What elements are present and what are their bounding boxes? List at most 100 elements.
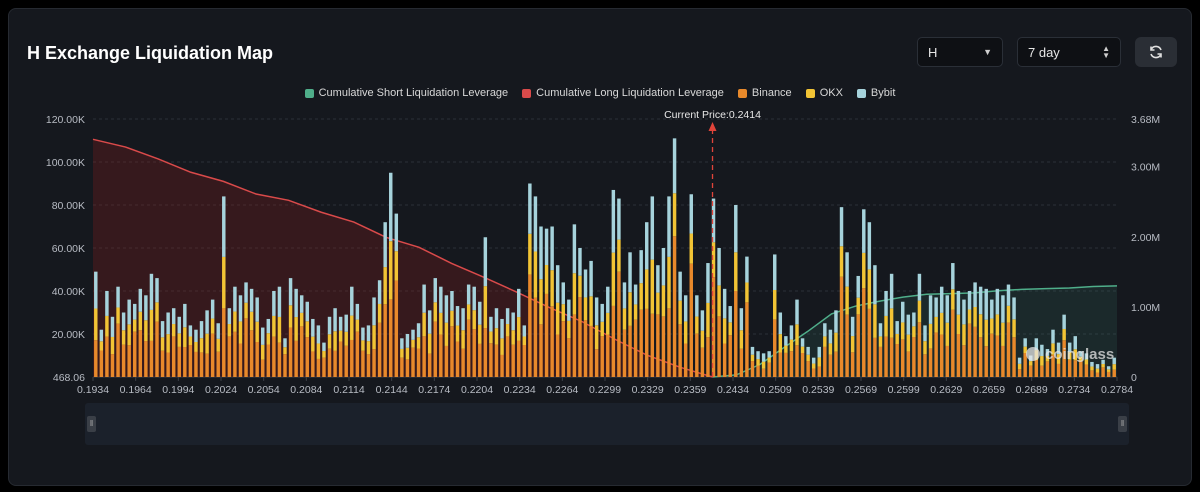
liquidation-bar bbox=[177, 316, 181, 334]
liquidation-bar bbox=[583, 297, 588, 321]
liquidation-bar bbox=[572, 224, 577, 274]
liquidation-bar bbox=[400, 348, 404, 358]
liquidation-bar bbox=[144, 341, 148, 377]
legend-item-bybit[interactable]: Bybit bbox=[856, 87, 896, 99]
slider-handle-left[interactable]: ǁ bbox=[87, 416, 96, 432]
liquidation-bar bbox=[372, 297, 376, 326]
liquidation-bar bbox=[850, 352, 855, 377]
range-slider[interactable]: ǁ ǁ bbox=[85, 403, 1129, 445]
liquidation-bar bbox=[333, 308, 337, 332]
chevron-down-icon: ▼ bbox=[983, 47, 992, 57]
legend-item-binance[interactable]: Binance bbox=[737, 87, 792, 99]
liquidation-bar bbox=[1095, 368, 1100, 373]
liquidation-bar bbox=[350, 339, 354, 377]
liquidation-bar bbox=[511, 312, 515, 331]
liquidation-bar bbox=[756, 359, 760, 366]
liquidation-bar bbox=[862, 209, 866, 253]
range-select[interactable]: 7 day ▲ ▼ bbox=[1017, 37, 1121, 67]
liquidation-bar bbox=[956, 291, 961, 315]
liquidation-bar bbox=[383, 222, 387, 268]
refresh-button[interactable] bbox=[1135, 37, 1177, 67]
liquidation-bar bbox=[722, 288, 727, 319]
legend-label: Bybit bbox=[870, 87, 896, 99]
liquidation-bar bbox=[261, 344, 265, 360]
liquidation-bar bbox=[194, 351, 198, 377]
liquidation-bar bbox=[878, 336, 883, 347]
liquidation-bar bbox=[978, 286, 983, 315]
liquidation-bar bbox=[199, 338, 204, 353]
legend-item-short[interactable]: Cumulative Short Liquidation Leverage bbox=[304, 87, 508, 99]
liquidation-bar bbox=[144, 320, 148, 342]
liquidation-bar bbox=[1073, 360, 1077, 377]
liquidation-bar bbox=[472, 329, 476, 377]
liquidation-bar bbox=[789, 339, 794, 352]
liquidation-bar bbox=[494, 308, 499, 329]
liquidation-bar bbox=[795, 299, 799, 325]
liquidation-bar bbox=[867, 269, 872, 309]
liquidation-bar bbox=[683, 295, 688, 322]
liquidation-bar bbox=[478, 301, 482, 325]
liquidation-bar bbox=[238, 321, 243, 344]
liquidation-bar bbox=[550, 306, 554, 377]
liquidation-bar bbox=[450, 326, 454, 377]
liquidation-bar bbox=[1084, 359, 1089, 365]
liquidation-bar bbox=[305, 337, 309, 377]
liquidation-bar bbox=[600, 336, 604, 377]
liquidation-bar bbox=[1029, 361, 1033, 366]
liquidation-bar bbox=[689, 263, 693, 377]
liquidation-bar bbox=[1006, 305, 1011, 323]
liquidation-bar bbox=[606, 334, 610, 377]
liquidation-bar bbox=[1034, 359, 1039, 377]
symbol-select[interactable]: H ▼ bbox=[917, 37, 1003, 67]
liquidation-bar bbox=[656, 314, 660, 377]
liquidation-bar bbox=[834, 310, 838, 333]
liquidation-bar bbox=[233, 286, 237, 312]
liquidation-bar bbox=[706, 263, 710, 303]
liquidation-bar bbox=[216, 338, 220, 352]
liquidation-bar bbox=[1012, 319, 1016, 338]
liquidation-bar bbox=[210, 299, 215, 319]
liquidation-bar bbox=[728, 322, 732, 336]
liquidation-bar bbox=[628, 325, 632, 377]
slider-handle-right[interactable]: ǁ bbox=[1118, 416, 1127, 432]
liquidation-bar bbox=[528, 183, 532, 234]
liquidation-bar bbox=[166, 334, 170, 353]
liquidation-bar bbox=[572, 273, 577, 315]
liquidation-bar bbox=[433, 278, 437, 303]
liquidation-bar bbox=[734, 205, 738, 253]
liquidation-bar bbox=[372, 349, 376, 377]
liquidation-bar bbox=[745, 256, 749, 283]
liquidation-bar bbox=[199, 321, 204, 339]
liquidation-bar bbox=[133, 331, 137, 377]
liquidation-bar bbox=[366, 325, 371, 342]
liquidation-bar bbox=[695, 333, 699, 377]
liquidation-bar bbox=[227, 308, 232, 325]
liquidation-bar bbox=[183, 347, 187, 377]
liquidation-bar bbox=[811, 357, 816, 364]
liquidation-bar bbox=[567, 338, 571, 377]
legend-item-okx[interactable]: OKX bbox=[805, 87, 843, 99]
liquidation-bar bbox=[539, 279, 543, 325]
liquidation-bar bbox=[717, 316, 721, 377]
liquidation-bar bbox=[583, 320, 588, 377]
liquidation-bar bbox=[222, 256, 226, 309]
liquidation-bar bbox=[934, 332, 938, 377]
liquidation-bar bbox=[160, 337, 165, 351]
liquidation-bar bbox=[478, 343, 482, 377]
liquidation-bar bbox=[138, 311, 143, 331]
liquidation-bar bbox=[505, 336, 510, 377]
liquidation-bar bbox=[1056, 354, 1061, 364]
y-left-tick-label: 60.00K bbox=[52, 243, 85, 255]
liquidation-bar bbox=[611, 189, 616, 253]
liquidation-bar bbox=[422, 336, 426, 377]
liquidation-bar bbox=[99, 350, 104, 377]
liquidation-bar bbox=[372, 325, 376, 350]
liquidation-bar bbox=[589, 296, 593, 326]
liquidation-bar bbox=[928, 323, 933, 349]
liquidation-bar bbox=[1045, 361, 1050, 377]
x-tick-label: 0.2784 bbox=[1101, 384, 1133, 396]
legend-item-long[interactable]: Cumulative Long Liquidation Leverage bbox=[522, 87, 724, 99]
liquidation-bar bbox=[839, 246, 844, 277]
liquidation-bar bbox=[472, 286, 476, 311]
liquidation-bar bbox=[222, 308, 226, 377]
